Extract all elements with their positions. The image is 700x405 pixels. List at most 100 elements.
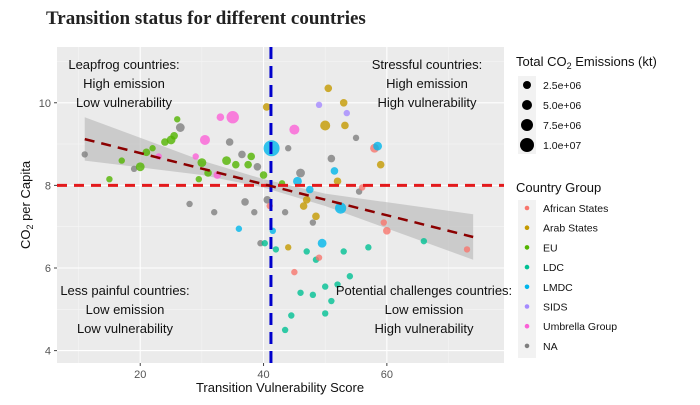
data-point bbox=[317, 238, 327, 248]
data-point bbox=[263, 196, 272, 204]
data-point bbox=[293, 176, 302, 186]
confidence-band bbox=[84, 117, 474, 260]
confidence-band-layer bbox=[84, 117, 474, 260]
data-point bbox=[309, 291, 317, 299]
data-point bbox=[420, 237, 428, 245]
data-point bbox=[334, 281, 341, 288]
data-point bbox=[186, 200, 193, 208]
data-point bbox=[170, 132, 178, 140]
quadrant-label-line: High vulnerability bbox=[375, 321, 474, 336]
color-legend-key bbox=[524, 304, 530, 309]
data-point bbox=[281, 209, 289, 216]
color-legend-label: LMDC bbox=[543, 282, 573, 294]
data-point bbox=[302, 196, 311, 204]
size-legend-key-bg bbox=[518, 76, 536, 154]
color-legend-label: Umbrella Group bbox=[543, 321, 617, 333]
data-point bbox=[352, 134, 360, 142]
data-point bbox=[149, 145, 156, 152]
data-point bbox=[365, 244, 372, 251]
data-point bbox=[320, 120, 331, 131]
size-legend-key bbox=[523, 81, 531, 89]
data-point bbox=[199, 134, 210, 145]
size-legend-label: 7.5e+06 bbox=[543, 120, 581, 132]
color-legend: Country Group African States Arab States E… bbox=[516, 180, 617, 358]
color-legend-title: Country Group bbox=[516, 180, 601, 195]
x-tick-label: 20 bbox=[134, 369, 146, 381]
quadrant-label-line: High emission bbox=[83, 76, 165, 91]
color-legend-key bbox=[524, 205, 530, 211]
quadrant-label-stressful: Stressful countries: High emission High vu… bbox=[372, 57, 483, 110]
color-legend-label: NA bbox=[543, 341, 558, 353]
quadrant-label-line: High vulnerability bbox=[378, 95, 477, 110]
y-tick-label: 10 bbox=[39, 98, 51, 110]
data-point bbox=[204, 169, 212, 177]
data-point bbox=[383, 227, 391, 235]
data-point bbox=[261, 240, 268, 247]
data-point bbox=[285, 244, 292, 251]
data-point bbox=[142, 148, 151, 157]
data-point bbox=[226, 111, 239, 124]
data-point bbox=[272, 246, 280, 253]
data-point bbox=[130, 165, 138, 173]
data-point bbox=[285, 145, 292, 152]
data-point bbox=[216, 113, 225, 122]
quadrant-label-line: Low vulnerability bbox=[76, 95, 173, 110]
quadrant-label-line: Potential challenges countries: bbox=[336, 283, 512, 298]
data-point bbox=[253, 162, 262, 171]
data-point bbox=[135, 162, 145, 172]
data-point bbox=[322, 310, 329, 317]
color-legend-label: Arab States bbox=[543, 223, 598, 235]
data-point bbox=[118, 157, 125, 164]
data-point bbox=[174, 116, 181, 123]
x-tick-label: 40 bbox=[257, 369, 269, 381]
data-point bbox=[346, 273, 354, 280]
quadrant-label-line: Less painful countries: bbox=[60, 283, 189, 298]
reference-lines-layer bbox=[57, 47, 504, 363]
data-point bbox=[211, 209, 218, 216]
color-legend-label: SIDS bbox=[543, 302, 568, 314]
data-point bbox=[175, 123, 185, 132]
color-legend-key bbox=[524, 225, 530, 230]
data-point bbox=[297, 289, 304, 296]
size-legend-label: 2.5e+06 bbox=[543, 80, 581, 92]
y-tick-label: 6 bbox=[45, 263, 51, 275]
data-point bbox=[328, 297, 335, 305]
data-point bbox=[291, 268, 298, 276]
quadrant-label-line: Low emission bbox=[86, 302, 165, 317]
axes: 20 40 60 4 6 8 10 bbox=[39, 98, 393, 381]
data-point bbox=[262, 103, 271, 111]
y-axis-title: CO2 per Capita bbox=[18, 160, 35, 249]
quadrant-label-line: High emission bbox=[386, 76, 468, 91]
data-point bbox=[373, 141, 383, 151]
quadrant-label-less-painful: Less painful countries: Low emission Low v… bbox=[60, 283, 189, 336]
plot-panel bbox=[57, 47, 504, 363]
color-legend-label: LDC bbox=[543, 262, 564, 274]
size-legend-key bbox=[521, 119, 533, 131]
data-point bbox=[225, 138, 234, 146]
chart-title: Transition status for different countrie… bbox=[46, 8, 366, 29]
color-legend-label: EU bbox=[543, 242, 558, 254]
data-point bbox=[463, 246, 471, 253]
size-legend-label: 1.0e+07 bbox=[543, 140, 581, 152]
data-point bbox=[315, 101, 323, 109]
data-point bbox=[341, 121, 349, 130]
data-point bbox=[244, 160, 252, 169]
y-tick-label: 8 bbox=[45, 180, 51, 192]
data-point bbox=[241, 198, 249, 206]
data-point bbox=[195, 175, 203, 183]
data-point bbox=[232, 160, 240, 169]
data-point bbox=[330, 167, 339, 175]
data-point bbox=[324, 84, 333, 93]
data-point bbox=[335, 202, 347, 214]
data-point bbox=[247, 152, 256, 161]
data-point bbox=[327, 154, 336, 163]
color-legend-key-bg bbox=[518, 200, 536, 358]
data-point bbox=[380, 219, 387, 226]
quadrant-label-line: Low emission bbox=[385, 302, 464, 317]
quadrant-label-line: Stressful countries: bbox=[372, 57, 483, 72]
size-legend-key bbox=[520, 138, 534, 152]
quadrant-label-potential-challenges: Potential challenges countries: Low emiss… bbox=[336, 283, 512, 336]
data-point bbox=[305, 185, 314, 194]
data-point bbox=[81, 151, 88, 158]
